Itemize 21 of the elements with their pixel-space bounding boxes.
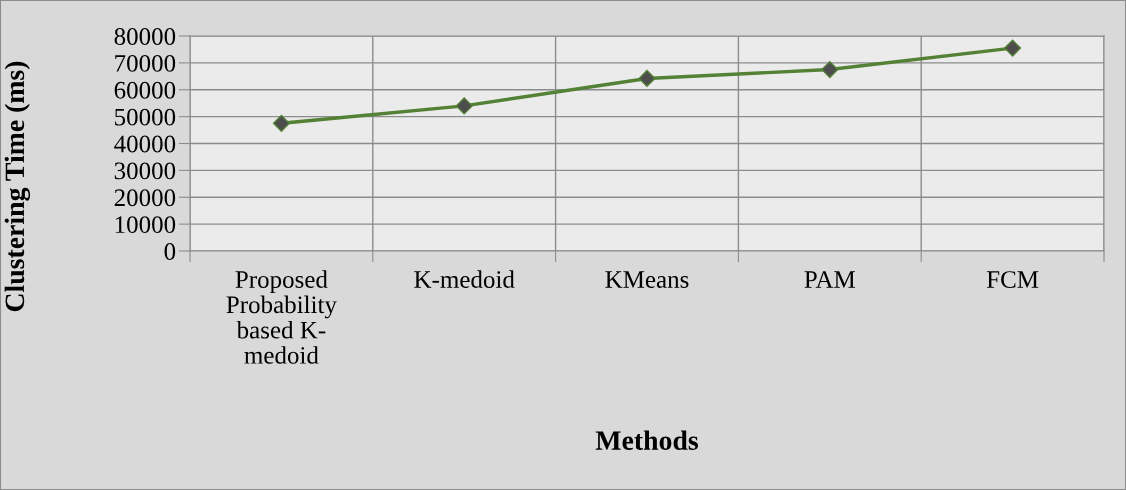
point bbox=[272, 114, 290, 132]
point bbox=[638, 69, 656, 88]
y-tick-label: 20000 bbox=[114, 189, 176, 207]
y-tick-label: 0 bbox=[164, 243, 176, 260]
y-tick-label: 50000 bbox=[115, 108, 176, 126]
point bbox=[455, 97, 473, 115]
y-tick-label: 30000 bbox=[114, 162, 176, 180]
x-tick-label: KMeans bbox=[605, 271, 689, 288]
x-tick-label: Proposed Probability based K- medoid bbox=[226, 270, 337, 364]
y-tick-label: 40000 bbox=[114, 135, 176, 153]
x-tick-label: K-medoid bbox=[414, 270, 515, 288]
y-tick-label: 60000 bbox=[114, 81, 176, 99]
point bbox=[1004, 39, 1022, 57]
point bbox=[821, 61, 839, 79]
y-axis-title: Clustering Time (ms) bbox=[4, 61, 31, 312]
x-tick-label: FCM bbox=[986, 271, 1039, 288]
y-tick-label: 10000 bbox=[115, 216, 176, 234]
y-tick-label: 80000 bbox=[114, 28, 176, 45]
y-tick-label: 70000 bbox=[115, 54, 176, 72]
x-axis-title: Methods bbox=[595, 430, 699, 450]
x-tick-label: PAM bbox=[804, 271, 856, 288]
